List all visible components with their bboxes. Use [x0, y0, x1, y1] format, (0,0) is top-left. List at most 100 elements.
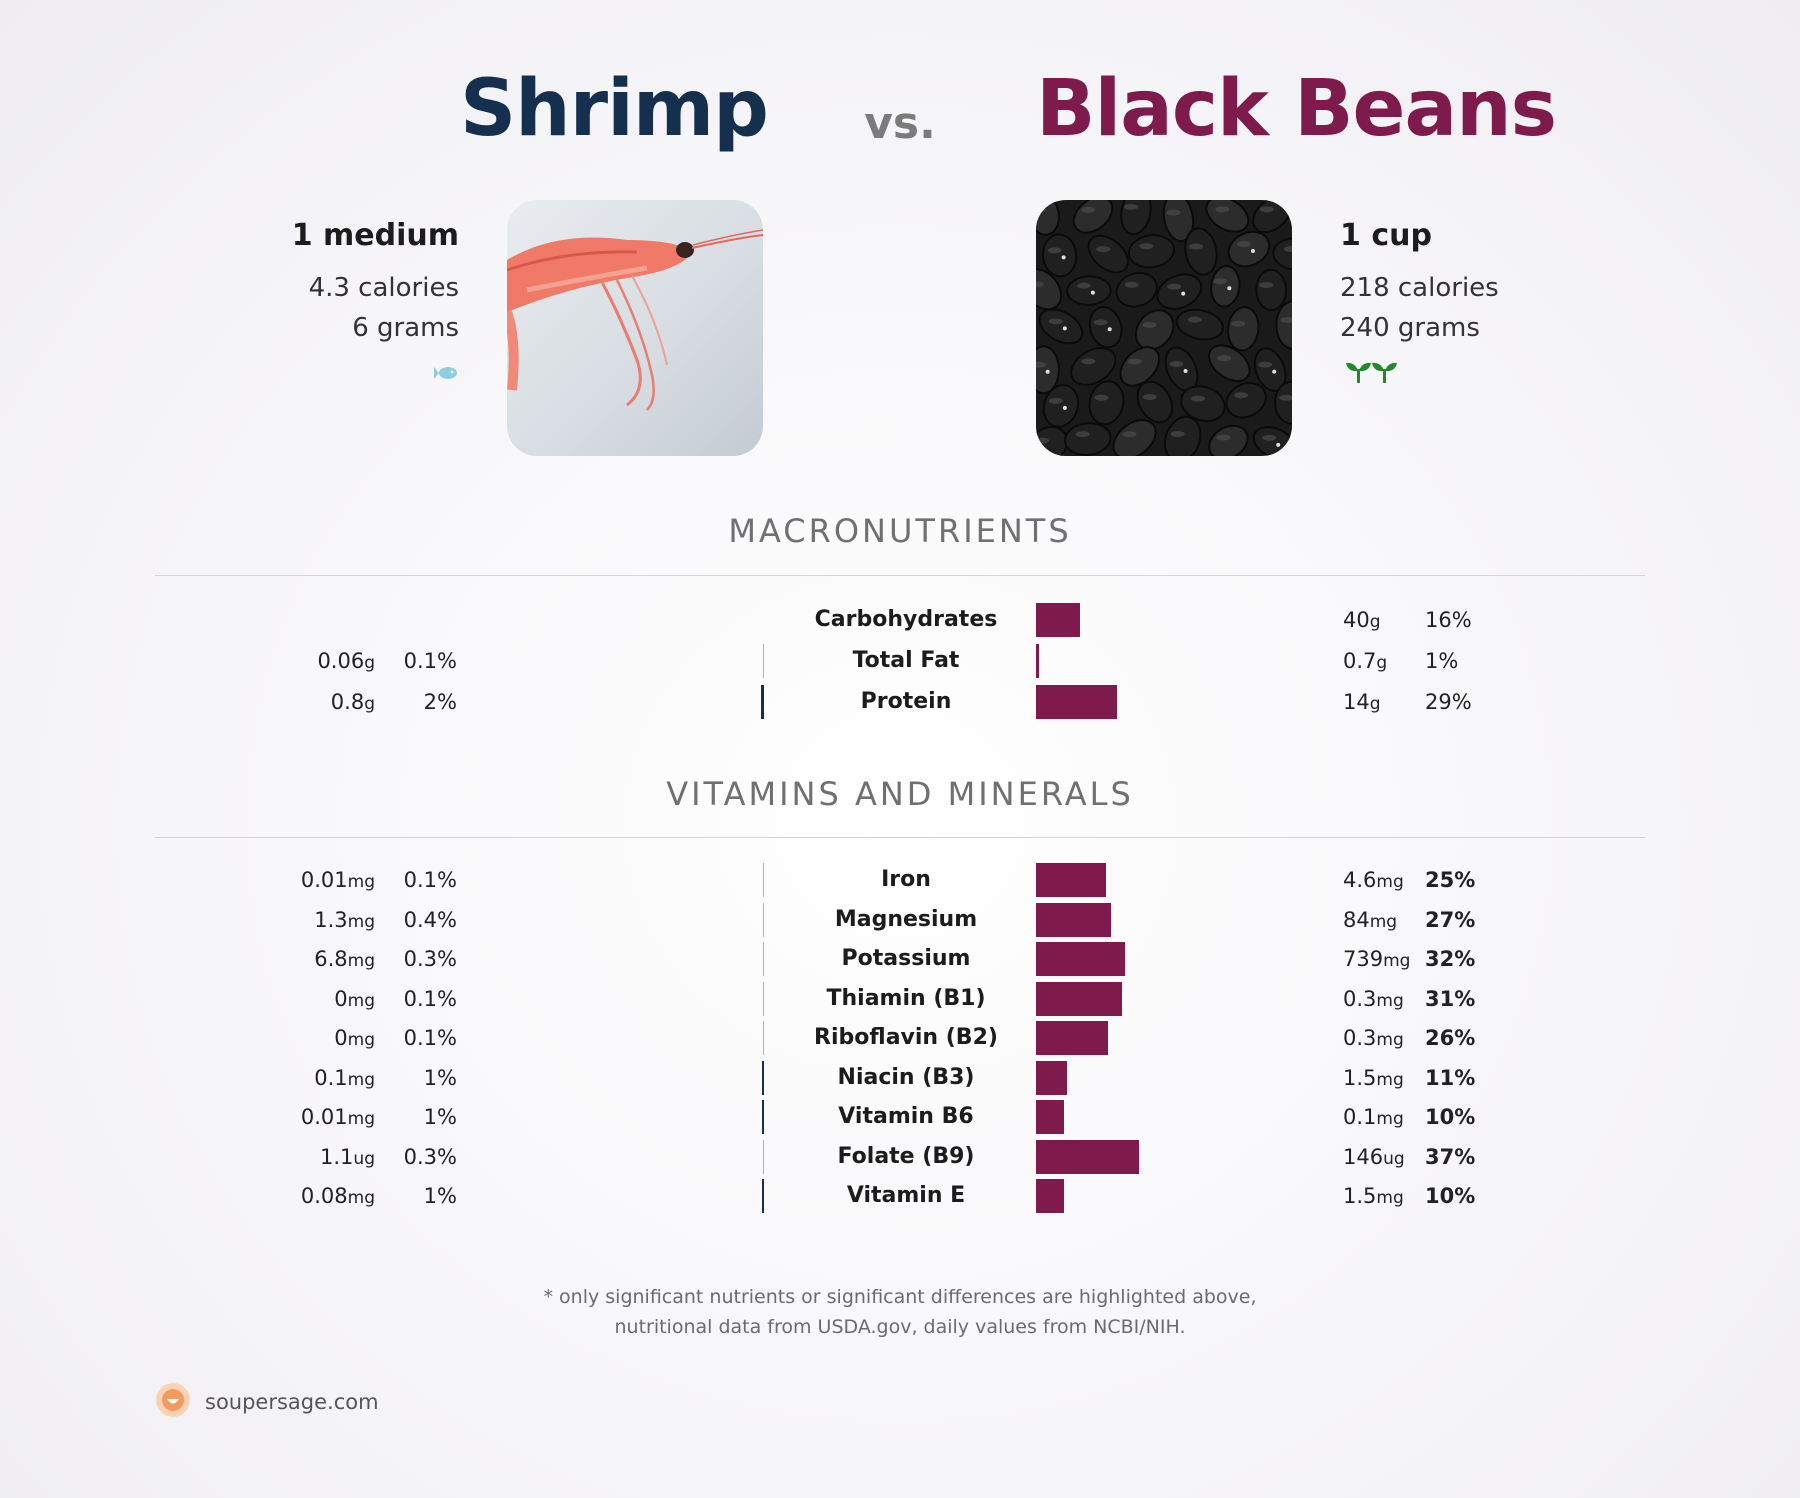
- left-bar: [763, 902, 764, 937]
- right-amount: 1.5mg: [1343, 1179, 1404, 1213]
- right-portion: 1 cup: [1340, 218, 1432, 253]
- right-percent: 10%: [1425, 1184, 1476, 1208]
- right-amount: 0.3mg: [1343, 1021, 1404, 1055]
- left-amount: 0.1mg: [314, 1061, 375, 1095]
- nutrient-name: Iron: [881, 867, 931, 892]
- vs-label: vs.: [864, 98, 936, 149]
- right-amount-value: 0.3: [1343, 1026, 1377, 1050]
- left-portion: 1 medium: [291, 218, 459, 253]
- left-amount-value: 0.1: [314, 1065, 348, 1090]
- right-bar: [1036, 1139, 1139, 1174]
- left-amount: 0mg: [334, 982, 375, 1016]
- left-amount-value: 0.08: [300, 1184, 348, 1208]
- left-amount: 0.06g: [317, 644, 375, 678]
- right-amount-unit: ug: [1383, 1148, 1405, 1169]
- right-amount-value: 0.1: [1343, 1105, 1377, 1129]
- right-percent: 11%: [1425, 1065, 1476, 1090]
- nutrient-row: 0.1mg 1% Niacin (B3) 1.5mg 11%: [0, 1060, 1800, 1095]
- left-calories: 4.3 calories: [308, 273, 459, 303]
- right-percent: 26%: [1425, 1026, 1476, 1050]
- right-bar: [1036, 942, 1125, 976]
- left-amount: 0mg: [334, 1021, 375, 1055]
- right-percent: 1%: [1425, 649, 1459, 673]
- right-amount-unit: g: [1376, 653, 1388, 673]
- right-percent: 16%: [1425, 608, 1472, 632]
- right-amount-unit: mg: [1376, 1188, 1404, 1208]
- left-amount: 0.8g: [331, 685, 375, 719]
- right-bar: [1036, 981, 1122, 1016]
- right-amount-unit: mg: [1376, 990, 1404, 1011]
- brand-link[interactable]: soupersage.com: [205, 1390, 379, 1414]
- left-amount-unit: mg: [347, 911, 375, 932]
- right-amount: 0.7g: [1343, 644, 1387, 678]
- right-amount: 0.1mg: [1343, 1100, 1404, 1134]
- left-bar: [763, 981, 764, 1016]
- left-percent: 0.3%: [403, 947, 457, 971]
- right-amount-unit: mg: [1376, 1030, 1404, 1050]
- shrimp-photo: [507, 200, 763, 456]
- left-amount-value: 1.3: [314, 907, 348, 932]
- right-amount-unit: g: [1369, 612, 1381, 632]
- right-amount: 14g: [1343, 685, 1381, 719]
- nutrient-row: 0mg 0.1% Thiamin (B1) 0.3mg 31%: [0, 981, 1800, 1016]
- left-bar: [763, 863, 764, 897]
- right-amount: 146ug: [1343, 1140, 1405, 1174]
- right-bar: [1036, 685, 1117, 719]
- nutrient-name: Carbohydrates: [814, 607, 998, 632]
- nutrient-name: Niacin (B3): [837, 1064, 975, 1090]
- nutrient-name: Total Fat: [852, 648, 960, 673]
- nutrient-name: Protein: [860, 689, 952, 714]
- left-amount-value: 0.01: [300, 868, 348, 892]
- right-bar: [1036, 603, 1080, 637]
- right-amount-value: 146: [1343, 1144, 1384, 1169]
- right-bar: [1036, 1021, 1108, 1055]
- left-amount: 1.3mg: [314, 903, 375, 937]
- right-bar: [1036, 1179, 1064, 1213]
- right-amount-value: 14: [1343, 690, 1370, 714]
- right-amount-value: 84: [1343, 907, 1370, 932]
- right-percent: 37%: [1425, 1144, 1476, 1169]
- right-amount: 4.6mg: [1343, 863, 1404, 897]
- nutrient-row: 1.3mg 0.4% Magnesium 84mg 27%: [0, 902, 1800, 937]
- left-amount: 0.01mg: [301, 863, 375, 897]
- nutrient-name: Magnesium: [834, 906, 978, 932]
- left-bar: [763, 1139, 764, 1174]
- right-amount-value: 4.6: [1343, 868, 1377, 892]
- footnote: * only significant nutrients or signific…: [0, 1282, 1800, 1342]
- left-amount-value: 0.06: [317, 649, 365, 673]
- right-amount-value: 739: [1343, 947, 1384, 971]
- brand[interactable]: soupersage.com: [155, 1382, 379, 1422]
- right-percent: 29%: [1425, 690, 1472, 714]
- right-amount-unit: mg: [1376, 1109, 1404, 1129]
- left-grams: 6 grams: [352, 313, 459, 343]
- nutrient-name: Riboflavin (B2): [814, 1025, 998, 1050]
- left-amount: 1.1ug: [320, 1140, 375, 1174]
- right-amount-value: 1.5: [1343, 1184, 1377, 1208]
- right-bar: [1036, 863, 1106, 897]
- left-amount-unit: mg: [347, 1109, 375, 1129]
- right-food-title: Black Beans: [1036, 64, 1557, 154]
- right-amount: 0.3mg: [1343, 982, 1404, 1016]
- right-amount-value: 1.5: [1343, 1065, 1377, 1090]
- footnote-line-2: nutritional data from USDA.gov, daily va…: [614, 1316, 1186, 1338]
- left-percent: 0.1%: [403, 868, 457, 892]
- nutrient-row: 1.1ug 0.3% Folate (B9) 146ug 37%: [0, 1139, 1800, 1174]
- left-amount-value: 6.8: [314, 947, 348, 971]
- nutrient-name: Vitamin E: [846, 1183, 966, 1208]
- nutrient-row: 0.06g 0.1% Total Fat 0.7g 1%: [0, 644, 1800, 678]
- right-amount-unit: mg: [1376, 1069, 1404, 1090]
- right-percent: 27%: [1425, 907, 1476, 932]
- left-amount-unit: mg: [347, 872, 375, 892]
- left-amount-unit: mg: [347, 1188, 375, 1208]
- right-percent: 10%: [1425, 1105, 1476, 1129]
- left-bar: [763, 942, 764, 976]
- nutrient-row: Carbohydrates 40g 16%: [0, 603, 1800, 637]
- left-food-title: Shrimp: [459, 64, 769, 154]
- left-percent: 0.3%: [403, 1144, 457, 1169]
- left-percent: 1%: [423, 1065, 457, 1090]
- right-bar: [1036, 1060, 1067, 1095]
- soupersage-logo-icon: [155, 1382, 191, 1422]
- macronutrients-divider: [155, 575, 1645, 576]
- right-amount: 1.5mg: [1343, 1061, 1404, 1095]
- nutrient-row: 0.8g 2% Protein 14g 29%: [0, 685, 1800, 719]
